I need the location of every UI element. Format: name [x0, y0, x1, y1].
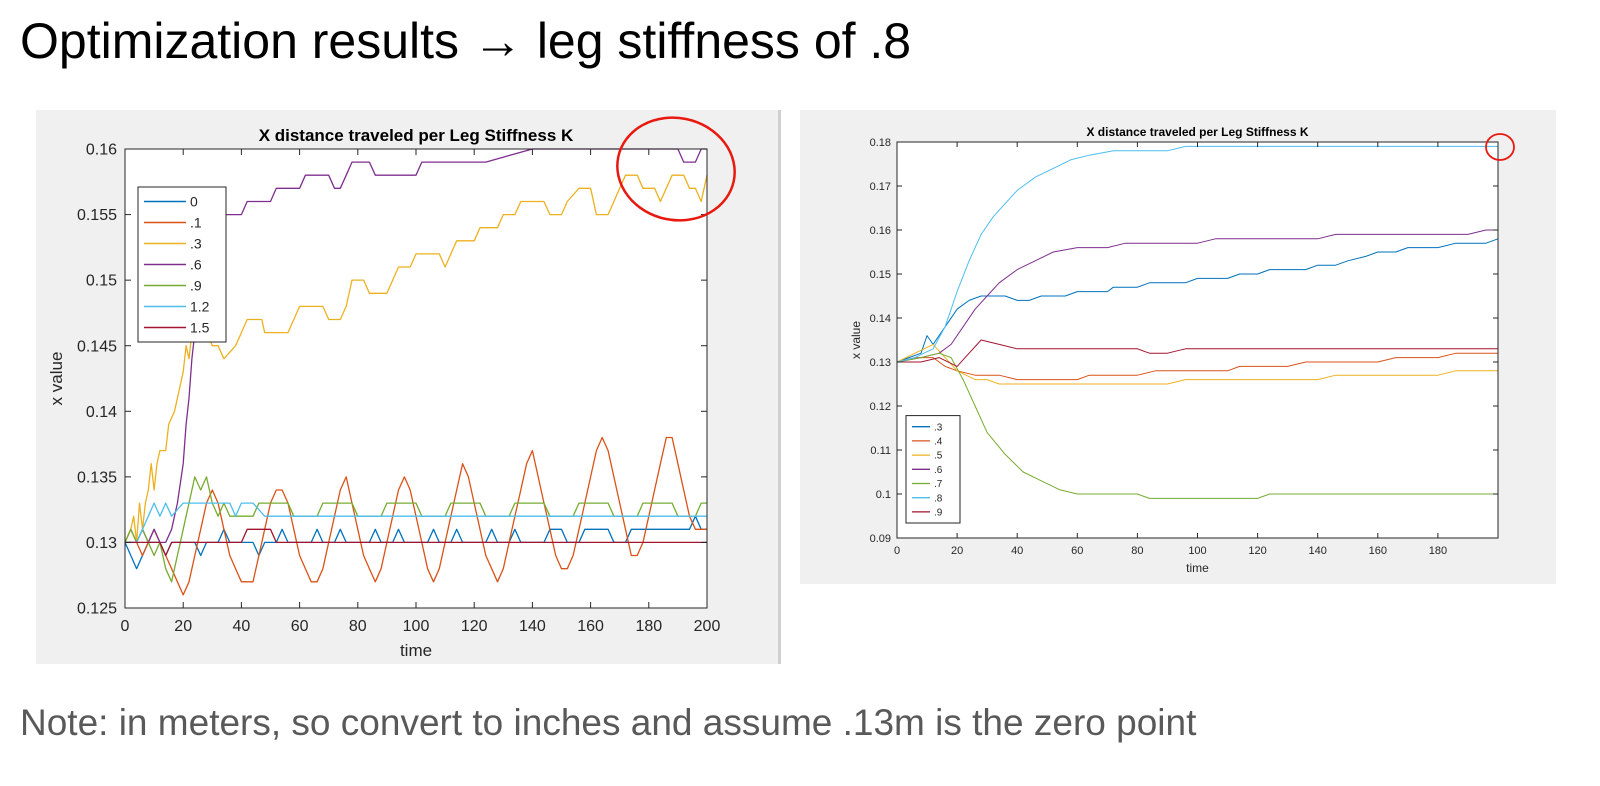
y-tick-label: 0.135: [77, 469, 117, 486]
x-tick-label: 80: [1131, 545, 1143, 557]
x-tick-label: 120: [1248, 545, 1266, 557]
figure-divider: [778, 110, 781, 664]
legend-label: .7: [934, 479, 943, 490]
x-tick-label: 20: [174, 618, 192, 635]
legend-label: .4: [934, 437, 943, 448]
series-line: [896, 352, 1498, 499]
series-line: [896, 145, 1498, 363]
right-chart: 0 20 40 60 80 100 120 140 160 180 0.09 0.1 0.11 0.12 0…: [849, 125, 1515, 575]
chart-title: X distance traveled per Leg Stiffness K: [1086, 125, 1308, 139]
x-tick-label: 60: [291, 618, 309, 635]
y-tick-label: 0.16: [870, 225, 891, 237]
y-tick-label: 0.14: [870, 313, 891, 325]
x-tick-label: 160: [1369, 545, 1387, 557]
legend-label: .9: [934, 508, 943, 519]
legend-label: .5: [934, 451, 943, 462]
series-line: [896, 238, 1499, 363]
y-tick-label: 0.125: [77, 601, 117, 618]
series-line: [896, 343, 1498, 385]
chart-title: X distance traveled per Leg Stiffness K: [259, 126, 574, 145]
y-tick-label: 0.155: [77, 207, 117, 224]
x-tick-label: 180: [635, 618, 662, 635]
x-tick-label: 160: [577, 618, 604, 635]
y-tick-label: 0.13: [86, 535, 117, 552]
x-axis-label: time: [1186, 561, 1209, 575]
x-tick-label: 40: [233, 618, 251, 635]
legend-label: .3: [934, 422, 943, 433]
legend-label: .9: [190, 278, 202, 294]
x-tick-label: 80: [349, 618, 367, 635]
series-line: [897, 339, 1498, 367]
x-axis-label: time: [400, 641, 432, 660]
y-tick-label: 0.17: [870, 181, 891, 193]
legend-label: .8: [934, 493, 943, 504]
series-line: [125, 502, 707, 544]
x-tick-label: 0: [121, 618, 130, 635]
legend-label: .1: [190, 215, 202, 231]
right-figure: 0 20 40 60 80 100 120 140 160 180 0.09 0.1 0.11 0.12 0…: [800, 110, 1556, 584]
y-tick-label: 0.145: [77, 338, 117, 355]
y-tick-label: 0.12: [870, 401, 891, 413]
x-tick-label: 0: [894, 545, 900, 557]
legend-label: .6: [190, 257, 202, 273]
legend-label: .3: [190, 236, 202, 252]
y-axis-label: x value: [47, 352, 66, 406]
y-tick-label: 0.18: [870, 137, 891, 149]
x-tick-label: 60: [1071, 545, 1083, 557]
x-tick-label: 40: [1011, 545, 1023, 557]
y-tick-label: 0.15: [870, 269, 891, 281]
note-text: Note: in meters, so convert to inches an…: [20, 702, 1197, 743]
x-tick-label: 20: [951, 545, 963, 557]
series-line: [896, 229, 1498, 363]
y-tick-label: 0.11: [870, 445, 891, 457]
slide-title: Optimization results → leg stiffness of …: [20, 13, 912, 69]
x-tick-label: 200: [694, 618, 721, 635]
plot-area: [897, 142, 1498, 538]
series-line: [124, 476, 707, 583]
legend-label: .6: [934, 465, 943, 476]
series-line: [125, 528, 707, 557]
legend-label: 1.2: [190, 299, 210, 315]
y-axis-label: x value: [849, 321, 863, 359]
legend-label: 1.5: [190, 320, 210, 336]
x-tick-label: 140: [519, 618, 546, 635]
legend-label: 0: [190, 194, 198, 210]
y-tick-label: 0.1: [876, 489, 891, 501]
left-chart: 0 20 40 60 80 100 120 140 160 180 200 0.125 0.13 0.13…: [47, 116, 736, 660]
highlight-circle: [616, 116, 736, 222]
highlight-circle: [1485, 133, 1515, 161]
y-tick-label: 0.14: [86, 404, 117, 421]
x-tick-label: 120: [461, 618, 488, 635]
y-tick-label: 0.15: [86, 273, 117, 290]
y-tick-label: 0.16: [86, 142, 117, 159]
series-line: [124, 436, 707, 596]
x-tick-label: 180: [1429, 545, 1447, 557]
x-tick-label: 100: [1188, 545, 1206, 557]
y-tick-label: 0.09: [870, 533, 891, 545]
x-tick-label: 140: [1309, 545, 1327, 557]
y-tick-label: 0.13: [870, 357, 891, 369]
series-line: [896, 352, 1498, 381]
left-figure: 0 20 40 60 80 100 120 140 160 180 200 0.125 0.13 0.13…: [36, 110, 780, 664]
x-tick-label: 100: [403, 618, 430, 635]
